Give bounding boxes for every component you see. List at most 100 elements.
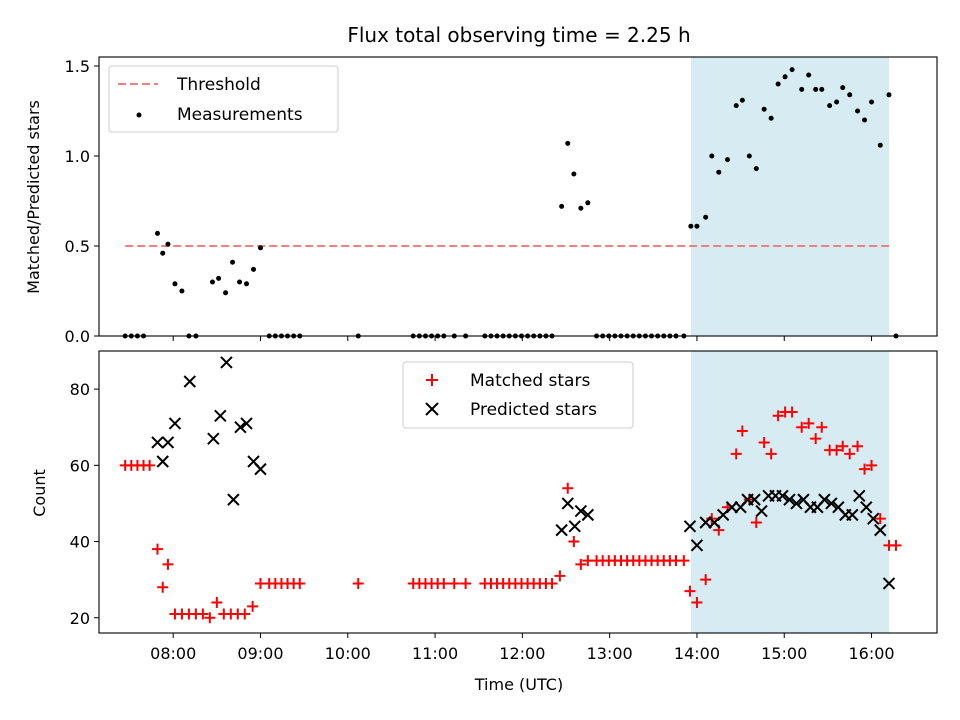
matched-star-point	[211, 597, 223, 609]
matched-star-point	[837, 440, 849, 452]
matched-star-point	[247, 600, 259, 612]
matched-star-point	[810, 433, 822, 445]
top-y-tick-label: 0.0	[65, 327, 90, 346]
measurement-point	[775, 81, 781, 87]
measurement-point	[847, 92, 853, 98]
predicted-star-point	[214, 409, 227, 422]
measurement-point	[716, 169, 722, 175]
bottom-legend: Matched stars Predicted stars	[402, 361, 634, 429]
bottom-legend-box	[402, 361, 634, 429]
matched-star-point	[460, 577, 472, 589]
matched-star-point	[765, 448, 777, 460]
measurement-point	[244, 281, 250, 287]
x-tick-label: 10:00	[325, 644, 371, 663]
measurement-point	[216, 275, 222, 281]
measurement-point	[703, 214, 709, 220]
predicted-star-point	[168, 417, 182, 430]
matched-star-point	[874, 513, 886, 525]
measurement-point	[179, 288, 185, 294]
measurement-point	[230, 259, 236, 265]
top-y-axis-label: Matched/Predicted stars	[24, 100, 43, 294]
x-tick-label: 09:00	[237, 644, 283, 663]
measurement-point	[165, 241, 171, 247]
x-tick-label: 08:00	[150, 644, 196, 663]
top-legend-box	[108, 65, 339, 133]
predicted-star-point	[561, 497, 574, 510]
matched-star-point	[750, 516, 762, 528]
matched-star-point	[700, 574, 712, 586]
matched-star-point	[890, 539, 902, 551]
measurement-point	[753, 166, 759, 172]
top-y-tick-label: 1.0	[65, 147, 90, 166]
x-axis-label: Time (UTC)	[474, 675, 563, 694]
x-tick-label: 16:00	[848, 644, 894, 663]
matched-star-point	[568, 536, 580, 548]
matched-star-point	[197, 608, 209, 620]
legend-matched-label: Matched stars	[470, 371, 590, 391]
predicted-star-point	[818, 493, 831, 506]
legend-predicted-label: Predicted stars	[470, 400, 597, 420]
top-axes-frame	[98, 56, 938, 337]
predicted-star-point	[161, 436, 175, 449]
bottom-y-axis-label: Count	[30, 469, 49, 517]
predicted-star-point	[846, 508, 859, 522]
measurement-point	[172, 281, 178, 287]
matched-star-point	[859, 463, 871, 475]
matched-star-point	[691, 597, 703, 609]
measurement-point	[688, 223, 694, 229]
predicted-star-point	[207, 432, 220, 445]
matched-star-point	[352, 577, 364, 589]
measurement-point	[559, 203, 565, 209]
legend-measurements-swatch	[136, 112, 142, 118]
top-y-tick-label: 0.5	[65, 237, 90, 256]
measurement-point	[768, 115, 774, 121]
x-tick-label: 15:00	[761, 644, 807, 663]
predicted-star-point	[234, 421, 247, 434]
measurement-point	[799, 86, 805, 92]
x-tick-label: 11:00	[412, 644, 458, 663]
matched-star-point	[796, 421, 808, 433]
predicted-star-point	[790, 497, 803, 510]
predicted-star-point	[690, 539, 704, 552]
measurement-point	[725, 157, 730, 163]
predicted-star-point	[867, 512, 880, 525]
matched-star-point	[678, 555, 690, 567]
measurement-point	[782, 74, 788, 80]
matched-star-point	[786, 406, 798, 418]
matched-star-point	[162, 558, 174, 570]
x-tick-label: 13:00	[587, 644, 633, 663]
predicted-star-point	[874, 523, 887, 537]
measurement-point	[840, 85, 846, 91]
predicted-star-point	[574, 504, 588, 518]
matched-star-point	[546, 577, 558, 589]
predicted-star-point	[227, 493, 240, 506]
measurement-point	[571, 171, 577, 177]
predicted-star-point	[683, 520, 697, 533]
matched-star-point	[239, 608, 251, 620]
bottom-y-tick-label: 80	[70, 380, 90, 399]
top-legend: Threshold Measurements	[108, 65, 339, 133]
predicted-star-point	[748, 493, 761, 506]
predicted-star-point	[555, 523, 568, 537]
matched-star-point	[844, 448, 856, 460]
predicted-star-point	[240, 417, 253, 430]
measurement-point	[585, 200, 591, 206]
measurement-point	[223, 290, 229, 296]
predicted-star-point	[783, 493, 796, 506]
bottom-y-tick-label: 20	[70, 609, 90, 628]
x-tick-label: 12:00	[499, 644, 545, 663]
matched-star-point	[684, 585, 696, 597]
predicted-star-point	[156, 455, 169, 468]
measurement-point	[694, 223, 700, 229]
measurement-point	[746, 153, 752, 159]
predicted-star-point	[776, 489, 789, 503]
predicted-star-point	[183, 375, 196, 388]
legend-predicted-swatch	[425, 402, 439, 416]
legend-measurements-label: Measurements	[177, 105, 303, 125]
predicted-star-point	[151, 436, 164, 449]
matched-star-point	[562, 482, 574, 494]
chart-title: Flux total observing time = 2.25 h	[347, 23, 690, 47]
measurement-point	[834, 99, 840, 105]
top-panel: 0.0 0.5 1.0 1.5 Matched/Predicted stars Thr…	[24, 56, 938, 346]
